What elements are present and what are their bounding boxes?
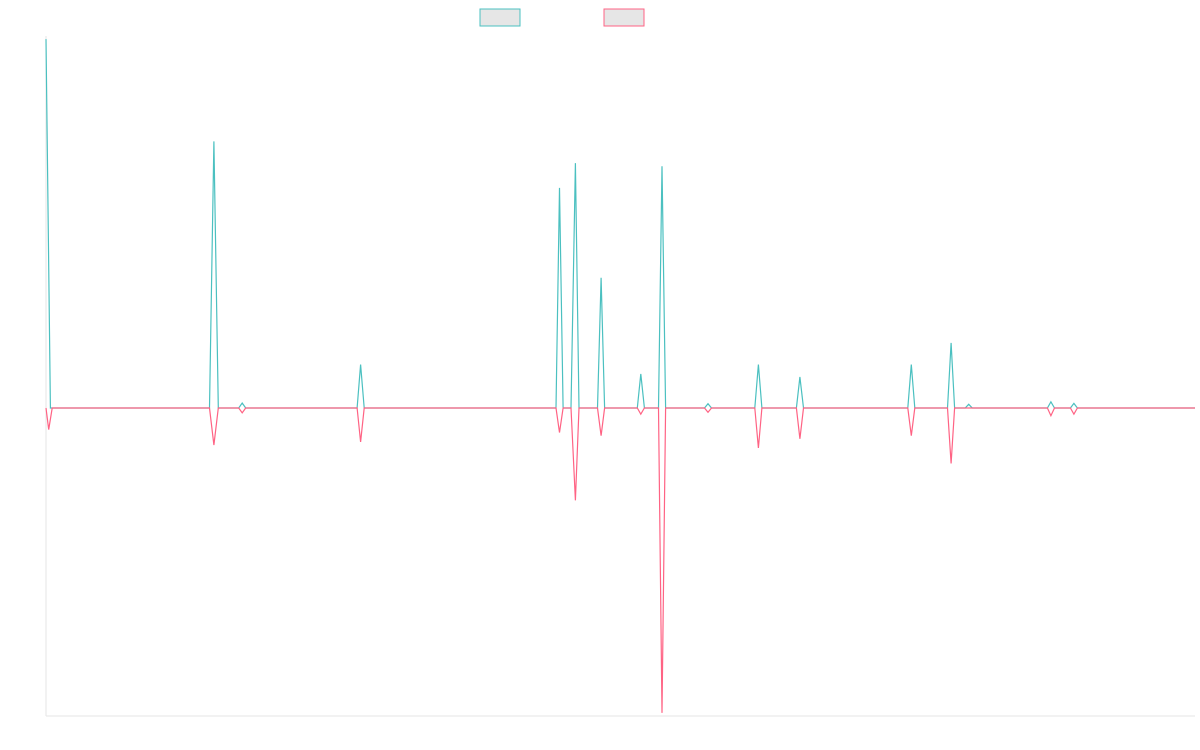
- series-line-1: [45, 39, 1195, 409]
- legend-swatch-series-1[interactable]: [479, 8, 521, 27]
- series-layer: [45, 39, 1195, 713]
- legend[interactable]: [479, 8, 645, 27]
- legend-swatch-series-2[interactable]: [603, 8, 645, 27]
- axes: [45, 36, 1195, 717]
- series-line-2: [45, 407, 1195, 713]
